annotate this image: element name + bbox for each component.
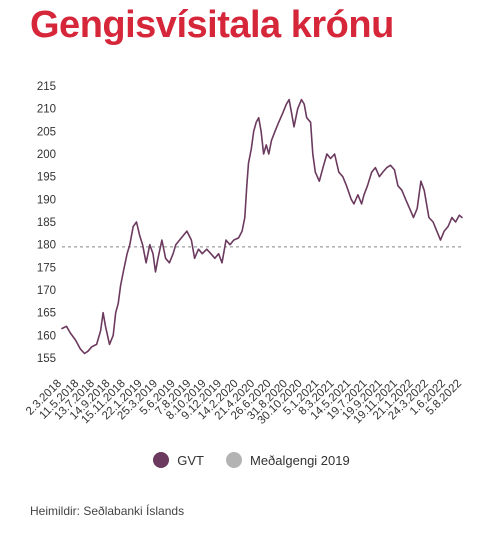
legend-swatch-average [225, 452, 242, 468]
y-tick-label: 205 [37, 126, 56, 138]
y-tick-label: 200 [37, 149, 56, 161]
y-tick-label: 175 [37, 262, 56, 274]
y-tick-label: 190 [37, 194, 56, 206]
y-tick-label: 185 [37, 217, 56, 229]
chart-title: Gengisvísitala krónu [30, 4, 394, 46]
legend-label-gvt: GVT [177, 452, 204, 468]
y-tick-label: 165 [37, 308, 56, 320]
y-tick-label: 180 [37, 240, 56, 252]
source-note: Heimildir: Seðlabanki Íslands [30, 504, 185, 518]
legend-item-gvt[interactable]: GVT [153, 452, 204, 468]
y-tick-label: 210 [37, 104, 56, 116]
line-chart: 1551601651701751801851901952002052102152… [24, 81, 464, 427]
y-tick-label: 160 [37, 330, 56, 342]
y-tick-label: 195 [37, 172, 56, 184]
legend-swatch-gvt [153, 452, 170, 468]
y-tick-label: 215 [37, 81, 56, 93]
legend-label-average: Meðalgengi 2019 [249, 452, 350, 468]
y-tick-label: 155 [37, 353, 56, 365]
legend: GVT Meðalgengi 2019 [0, 452, 503, 468]
y-tick-label: 170 [37, 285, 56, 297]
legend-item-average[interactable]: Meðalgengi 2019 [225, 452, 350, 468]
series-line-gvt [61, 98, 463, 355]
